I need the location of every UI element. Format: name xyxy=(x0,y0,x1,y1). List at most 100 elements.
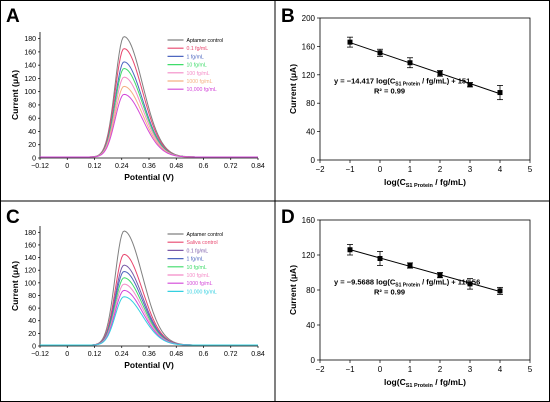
x-tick-label: −1 xyxy=(345,365,355,374)
y-tick-label: 0 xyxy=(311,356,316,365)
data-point-5 xyxy=(467,82,473,88)
y-tick-label: 40 xyxy=(28,129,36,136)
x-tick-label: 0 xyxy=(378,365,383,374)
x-tick-label: −2 xyxy=(315,365,325,374)
data-point-5 xyxy=(467,281,473,287)
x-tick-label: −2 xyxy=(315,165,325,174)
fit-line xyxy=(349,42,501,95)
fit-equation: y = −14.417 log(CS1 Protein / fg/mL) + 1… xyxy=(334,76,470,87)
y-tick-label: 180 xyxy=(24,230,36,237)
x-axis-label: log(CS1 Protein / fg/mL) xyxy=(384,177,466,189)
y-tick-label: 20 xyxy=(28,331,36,338)
legend-label-7: 10,000 fg/mL xyxy=(187,87,217,93)
y-tick-label: 200 xyxy=(302,14,316,23)
x-tick-label: 0 xyxy=(65,163,69,170)
x-tick-label: 0.6 xyxy=(199,163,209,170)
y-tick-label: 40 xyxy=(28,318,36,325)
y-tick-label: 0 xyxy=(32,344,36,351)
panel-c-letter: C xyxy=(6,207,20,228)
data-point-3 xyxy=(407,60,413,66)
data-point-6 xyxy=(497,288,503,294)
y-tick-label: 40 xyxy=(306,321,315,330)
y-axis-label: Current (μA) xyxy=(288,64,298,114)
legend-label-5: 100 fg/mL xyxy=(187,71,210,77)
x-tick-label: 0.48 xyxy=(169,163,183,170)
y-tick-label: 180 xyxy=(24,36,36,43)
x-tick-label: 0.12 xyxy=(88,351,102,358)
legend-label-6: 1000 fg/mL xyxy=(187,79,213,85)
legend-label-8: 10,000 fg/mL xyxy=(187,289,217,295)
x-tick-label: −1 xyxy=(345,165,355,174)
x-tick-label: 0.6 xyxy=(199,351,209,358)
fit-equation: y = −9.5688 log(CS1 Protein / fg/mL) + 1… xyxy=(334,277,480,288)
x-tick-label: 5 xyxy=(528,165,533,174)
y-tick-label: 120 xyxy=(302,251,316,260)
x-tick-label: 1 xyxy=(408,165,413,174)
x-tick-label: 3 xyxy=(468,165,473,174)
r-squared: R² = 0.99 xyxy=(374,86,405,95)
x-tick-label: 3 xyxy=(468,365,473,374)
data-point-4 xyxy=(437,70,443,76)
y-tick-label: 120 xyxy=(24,76,36,83)
y-tick-label: 80 xyxy=(28,102,36,109)
x-tick-label: 0.24 xyxy=(115,163,129,170)
legend-label-6: 100 fg/mL xyxy=(187,273,210,279)
x-tick-label: 4 xyxy=(498,165,503,174)
fit-line xyxy=(349,249,501,292)
legend-label-1: Aptamer control xyxy=(187,38,224,44)
y-tick-label: 140 xyxy=(24,63,36,70)
y-tick-label: 100 xyxy=(24,89,36,96)
y-tick-label: 20 xyxy=(28,142,36,149)
x-tick-label: 0.24 xyxy=(115,351,129,358)
y-tick-label: 0 xyxy=(32,156,36,163)
data-point-1 xyxy=(347,247,353,253)
x-tick-label: 5 xyxy=(528,365,533,374)
x-tick-label: 1 xyxy=(408,365,413,374)
x-axis-label: log(CS1 Protein / fg/mL) xyxy=(384,377,466,389)
data-point-6 xyxy=(497,90,503,96)
y-tick-label: 140 xyxy=(24,255,36,262)
y-tick-label: 120 xyxy=(24,268,36,275)
y-tick-label: 60 xyxy=(28,306,36,313)
legend-label-2: 0.1 fg/mL xyxy=(187,46,209,52)
legend-label-3: 0.1 fg/mL xyxy=(187,248,209,254)
panel-a-letter: A xyxy=(6,6,20,27)
legend-label-3: 1 fg/mL xyxy=(187,54,204,60)
y-tick-label: 0 xyxy=(311,156,316,165)
y-tick-label: 120 xyxy=(302,71,316,80)
y-tick-label: 160 xyxy=(302,42,316,51)
y-tick-label: 60 xyxy=(28,116,36,123)
legend-label-2: Saliva control xyxy=(187,240,218,246)
series-line-7 xyxy=(40,93,258,158)
x-axis-label: Potential (V) xyxy=(124,172,174,182)
legend-label-7: 1000 fg/mL xyxy=(187,281,213,287)
x-tick-label: 0.36 xyxy=(142,351,156,358)
data-point-3 xyxy=(407,263,413,268)
y-axis-label: Current (μA) xyxy=(10,70,20,120)
series-line-8 xyxy=(40,296,258,346)
legend-label-4: 10 fg/mL xyxy=(187,63,207,69)
y-tick-label: 160 xyxy=(24,242,36,249)
y-tick-label: 160 xyxy=(24,49,36,56)
y-tick-label: 40 xyxy=(306,128,315,137)
y-tick-label: 80 xyxy=(306,99,315,108)
x-tick-label: 0.84 xyxy=(251,351,265,358)
x-tick-label: 0 xyxy=(65,351,69,358)
panel-d-letter: D xyxy=(281,207,295,228)
data-point-1 xyxy=(347,39,353,45)
y-tick-label: 100 xyxy=(24,280,36,287)
x-tick-label: 0.12 xyxy=(88,163,102,170)
x-tick-label: 4 xyxy=(498,365,503,374)
x-tick-label: 0.72 xyxy=(224,163,238,170)
y-tick-label: 160 xyxy=(302,216,316,225)
x-tick-label: 0.84 xyxy=(251,163,265,170)
x-tick-label: −0.12 xyxy=(31,163,49,170)
x-axis-label: Potential (V) xyxy=(124,360,174,370)
x-tick-label: 0.36 xyxy=(142,163,156,170)
panel-b-letter: B xyxy=(281,6,295,27)
data-point-2 xyxy=(377,256,383,261)
x-tick-label: 0.48 xyxy=(169,351,183,358)
r-squared: R² = 0.99 xyxy=(374,287,405,296)
